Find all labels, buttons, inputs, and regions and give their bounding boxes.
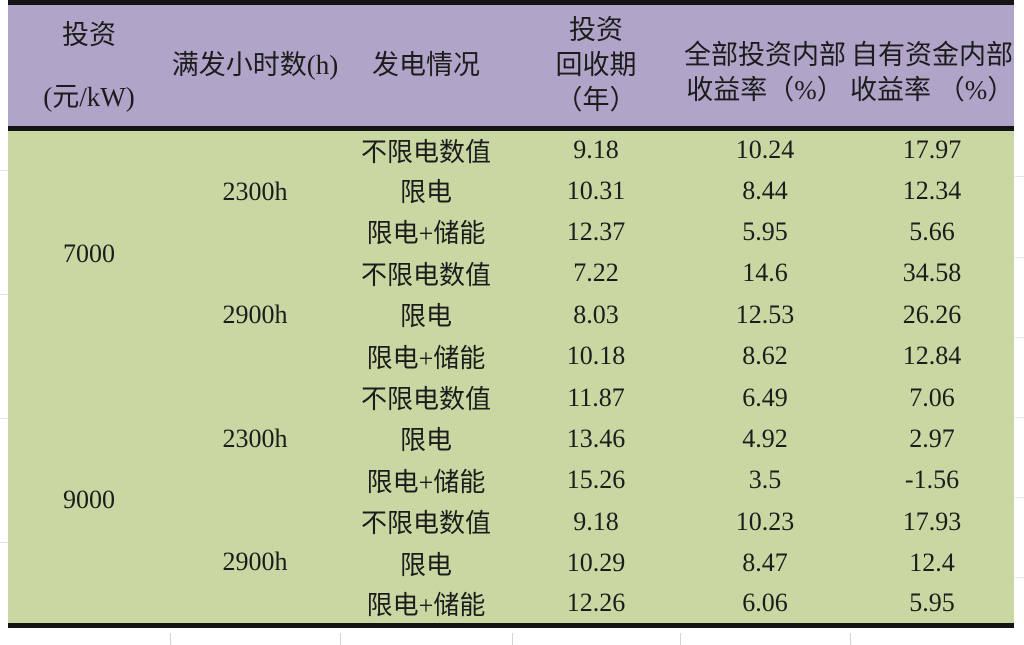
gridline [1015,337,1024,338]
cell-scenario: 不限电数值 [360,509,491,539]
cell-scenario: 不限电数值 [360,137,491,167]
header-investment: 投资 (元/kW) [8,3,170,129]
cell-scenario: 不限电数值 [360,260,491,290]
cell-irr-equity: 5.66 [909,216,955,246]
cell-payback: 9.18 [573,506,619,536]
header-row: 投资 (元/kW) 满发小时数(h) 发电情况 投资 回收期 （年） 全部投资内… [8,2,1014,129]
cell-irr-equity: 7.06 [909,382,955,412]
cell-irr-equity: -1.56 [904,465,960,495]
cell-investment-9000: 9000 [63,484,115,514]
header-investment-line1: 投资 [62,19,116,50]
cell-irr-equity: 34.58 [902,258,962,288]
gridline [512,633,513,645]
gridline [1015,497,1024,498]
table-row: 2900h 不限电数值 7.22 14.6 34.58 [8,252,1014,329]
cell-scenario: 限电+储能 [366,590,486,620]
header-irr-equity-line2: 收益率 （%） [850,74,1015,105]
cell-irr-equity: 2.97 [909,423,955,453]
gridline [0,418,8,419]
cell-irr-equity: 26.26 [902,299,962,329]
header-payback-line2: 回收期 [555,50,637,80]
cell-payback: 9.18 [573,135,619,165]
header-irr-total-line1: 全部投资内部 [684,39,846,70]
cell-scenario: 不限电数值 [360,385,491,415]
gridline [1015,176,1024,177]
table-row: 2900h 不限电数值 9.18 10.23 17.93 [8,501,1014,576]
gridline [0,294,8,295]
cell-scenario: 限电 [399,426,452,456]
header-irr-total-line2: 收益率（%） [686,74,844,105]
header-payback: 投资 回收期 （年） [512,3,680,129]
cell-irr-total: 10.24 [735,135,795,165]
cell-irr-total: 4.92 [742,423,788,453]
cell-hours-2300-a: 2300h [222,176,288,206]
cell-scenario: 限电+储能 [366,219,486,249]
cell-scenario: 限电 [399,178,452,208]
cell-irr-total: 6.49 [742,382,788,412]
header-payback-line1: 投资 [569,15,623,45]
cell-irr-total: 8.62 [742,341,788,371]
cell-investment-7000: 7000 [63,238,115,268]
gridline [1015,257,1024,258]
cell-payback: 10.18 [566,341,626,371]
cell-hours-2900-a: 2900h [222,299,288,329]
cell-irr-equity: 12.4 [909,548,955,578]
header-scenario: 发电情况 [372,50,480,80]
header-hours: 满发小时数(h) [171,50,339,80]
cell-payback: 12.37 [566,216,626,246]
cell-irr-total: 8.44 [742,175,788,205]
header-irr-equity: 自有资金内部 收益率 （%） [850,3,1014,129]
cell-payback: 10.31 [566,175,626,205]
header-payback-line3: （年） [555,85,637,115]
header-irr-equity-line1: 自有资金内部 [851,39,1013,70]
cell-irr-equity: 12.34 [902,175,962,205]
cell-scenario: 限电+储能 [366,467,486,497]
cell-payback: 15.26 [566,465,626,495]
cell-irr-total: 3.5 [748,465,782,495]
cell-irr-total: 10.23 [735,506,795,536]
investment-returns-table: 投资 (元/kW) 满发小时数(h) 发电情况 投资 回收期 （年） 全部投资内… [8,0,1014,628]
cell-payback: 10.29 [566,548,626,578]
cell-irr-equity: 17.93 [902,506,962,536]
cell-hours-2900-b: 2900h [222,546,288,576]
gridline [1015,577,1024,578]
gridline [170,633,171,645]
table-row: 7000 2300h 不限电数值 9.18 10.24 17.97 [8,128,1014,268]
gridline [0,542,8,543]
cell-payback: 8.03 [573,299,619,329]
cell-payback: 7.22 [573,258,619,288]
cell-irr-equity: 17.97 [902,135,962,165]
table-row: 9000 2300h 不限电数值 11.87 6.49 7.06 [8,376,1014,514]
gridline [850,633,851,645]
cell-payback: 11.87 [567,382,625,412]
gridline [1015,417,1024,418]
cell-irr-total: 6.06 [742,588,788,618]
gridline [680,633,681,645]
cell-scenario: 限电+储能 [366,343,486,373]
cell-irr-total: 12.53 [735,299,795,329]
gridline [0,170,8,171]
cell-scenario: 限电 [399,550,452,580]
cell-hours-2300-b: 2300h [222,423,288,453]
cell-irr-total: 14.6 [742,258,788,288]
cell-payback: 13.46 [566,423,626,453]
header-investment-line2: (元/kW) [43,81,135,112]
cell-irr-total: 5.95 [742,216,788,246]
cell-irr-equity: 5.95 [909,588,955,618]
cell-payback: 12.26 [566,588,626,618]
cell-irr-total: 8.47 [742,548,788,578]
header-irr-total: 全部投资内部 收益率（%） [680,3,850,129]
cell-scenario: 限电 [399,302,452,332]
gridline [340,633,341,645]
cell-irr-equity: 12.84 [902,341,962,371]
